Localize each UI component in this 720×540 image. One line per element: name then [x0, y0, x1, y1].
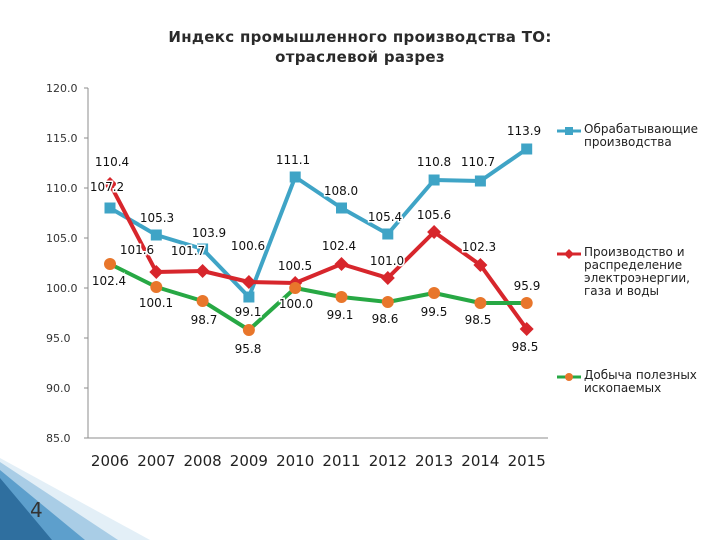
y-tick-label: 115.0 — [46, 132, 78, 145]
series-line-0 — [108, 147, 528, 299]
data-point — [520, 297, 533, 309]
data-label: 107.2 — [90, 180, 124, 194]
data-point — [380, 271, 395, 285]
data-point — [104, 202, 116, 214]
data-label: 95.8 — [235, 342, 262, 356]
x-tick-label: 2006 — [91, 452, 129, 470]
data-label: 105.4 — [368, 210, 402, 224]
data-point — [335, 291, 348, 303]
data-label: 101.6 — [120, 243, 154, 257]
data-label: 99.1 — [327, 308, 354, 322]
data-point — [196, 295, 209, 307]
legend-marker — [565, 373, 573, 381]
data-point — [150, 229, 162, 241]
x-tick-label: 2014 — [461, 452, 499, 470]
data-label: 101.7 — [171, 244, 205, 258]
data-point — [197, 243, 209, 255]
decorative-wedge — [0, 458, 150, 540]
data-label: 108.0 — [324, 184, 358, 198]
y-tick-label: 85.0 — [46, 432, 71, 445]
data-point — [336, 202, 347, 214]
data-point — [382, 228, 394, 240]
data-point — [289, 171, 301, 183]
data-label: 95.9 — [514, 279, 541, 293]
data-point — [428, 287, 441, 299]
data-label: 100.6 — [231, 239, 265, 253]
legend-label: Обрабатывающие производства — [584, 122, 698, 149]
data-label: 105.3 — [140, 211, 174, 225]
legend-marker — [564, 249, 574, 259]
data-label: 110.7 — [461, 155, 495, 169]
x-tick-label: 2011 — [322, 452, 360, 470]
data-point — [243, 291, 255, 303]
data-label: 110.4 — [95, 155, 129, 169]
data-label: 98.7 — [191, 313, 218, 327]
data-point — [473, 258, 488, 272]
y-tick-label: 120.0 — [46, 82, 78, 95]
data-point — [521, 143, 533, 155]
data-point — [474, 297, 487, 309]
x-tick-label: 2010 — [276, 452, 314, 470]
x-tick-label: 2013 — [415, 452, 453, 470]
data-point — [195, 264, 210, 278]
legend-marker — [565, 127, 573, 135]
data-point — [241, 275, 256, 289]
data-point — [150, 281, 163, 293]
y-tick-label: 90.0 — [46, 382, 71, 395]
series-line-1 — [108, 183, 529, 331]
data-point — [381, 296, 394, 308]
data-label: 102.3 — [462, 240, 496, 254]
legend-label: Добыча полезных ископаемых — [584, 368, 697, 395]
data-point — [428, 174, 440, 186]
data-point — [474, 175, 486, 187]
chart-title-line-2: отраслевой разрез — [275, 48, 445, 66]
data-label: 102.4 — [322, 239, 356, 253]
chart-title-line-1: Индекс промышленного производства ТО: — [168, 28, 552, 46]
x-tick-label: 2015 — [508, 452, 546, 470]
data-label: 105.6 — [417, 208, 451, 222]
x-tick-label: 2009 — [230, 452, 268, 470]
data-label: 111.1 — [276, 153, 310, 167]
data-point — [104, 258, 116, 270]
data-label: 99.1 — [235, 305, 262, 319]
data-label: 113.9 — [507, 124, 541, 138]
series-line-2 — [109, 262, 527, 332]
y-tick-label: 105.0 — [46, 232, 78, 245]
data-label: 103.9 — [192, 226, 226, 240]
data-label: 101.0 — [370, 254, 404, 268]
data-point — [289, 282, 302, 294]
data-point — [149, 265, 164, 279]
x-tick-label: 2007 — [137, 452, 175, 470]
data-point — [334, 257, 349, 271]
data-label: 98.5 — [465, 313, 492, 327]
data-point — [427, 225, 442, 239]
data-label: 100.1 — [139, 296, 173, 310]
data-point — [242, 324, 255, 336]
slide-number: 4 — [30, 498, 43, 522]
x-tick-label: 2008 — [184, 452, 222, 470]
x-tick-label: 2012 — [369, 452, 407, 470]
data-label: 100.5 — [278, 259, 312, 273]
y-tick-label: 110.0 — [46, 182, 78, 195]
data-point — [103, 177, 117, 191]
data-label: 110.8 — [417, 155, 451, 169]
y-tick-label: 100.0 — [46, 282, 78, 295]
data-label: 102.4 — [92, 274, 126, 288]
data-label: 99.5 — [421, 305, 448, 319]
legend-label: Производство и распределение электроэнерги… — [584, 245, 690, 298]
data-point — [519, 322, 534, 336]
data-label: 98.5 — [512, 340, 539, 354]
data-label: 98.6 — [372, 312, 399, 326]
y-tick-label: 95.0 — [46, 332, 71, 345]
data-label: 100.0 — [279, 297, 313, 311]
